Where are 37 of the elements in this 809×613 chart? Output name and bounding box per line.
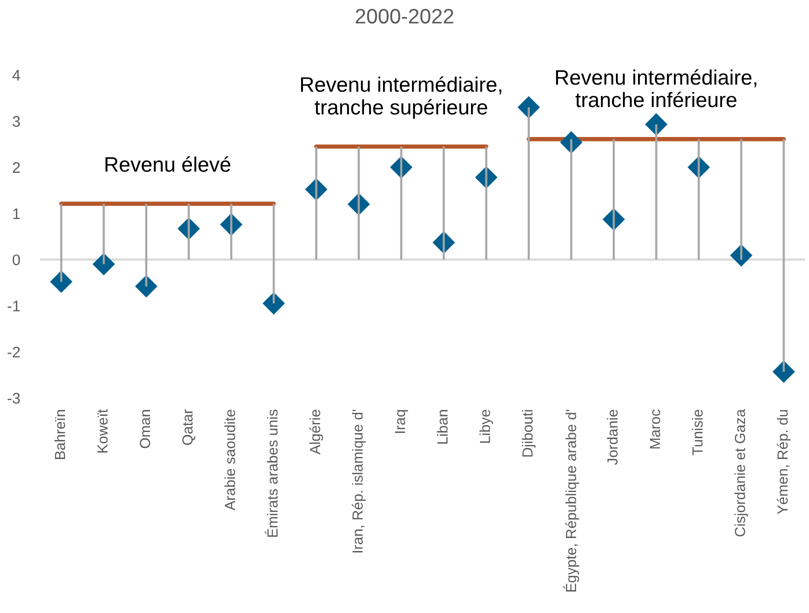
x-tick-label: Égypte, République arabe d': [563, 410, 580, 592]
x-tick-label: Tunisie: [692, 410, 703, 456]
x-tick-label: Cisjordanie et Gaza: [734, 409, 748, 536]
point: [135, 275, 158, 298]
x-tick-label: Yémen, Rép. du: [776, 410, 791, 514]
x-tick-label: Liban: [436, 410, 448, 444]
y-tick-label: 0: [12, 254, 20, 266]
point: [92, 252, 115, 276]
x-tick-label: Koweït: [97, 409, 108, 452]
x-tick-label: Djibouti: [522, 410, 536, 457]
x-tick-label: Iran, Rép. islamique d': [352, 410, 366, 552]
y-tick-label: -1: [8, 300, 20, 312]
x-tick-label: Qatar: [182, 409, 196, 445]
x-tick-label: Libye: [479, 410, 494, 443]
chart-title: 2000-2022: [356, 8, 454, 24]
x-tick-label: Algérie: [309, 410, 324, 454]
x-tick-label: Arabie saoudite: [224, 410, 236, 510]
x-tick-label: Oman: [140, 410, 150, 448]
point: [518, 96, 540, 118]
y-tick-label: 4: [12, 70, 20, 81]
y-tick-label: 3: [12, 116, 20, 127]
series-label: Revenu élevé: [106, 156, 230, 172]
y-tick-label: 2: [12, 162, 20, 173]
x-tick-label: Bahreïn: [54, 410, 66, 459]
x-tick-label: Iraq: [394, 410, 408, 433]
point: [772, 360, 795, 383]
y-tick-label: -2: [8, 346, 20, 358]
y-tick-label: 1: [13, 208, 20, 219]
x-tick-label: Jordanie: [606, 410, 618, 465]
x-tick-label: Maroc: [650, 409, 660, 448]
series-label: Revenu intermédiaire, tranche supérieure: [301, 76, 502, 119]
point: [645, 113, 668, 136]
point: [262, 292, 285, 315]
series-label: Revenu intermédiaire, tranche inférieure: [556, 69, 756, 108]
y-tick-label: -3: [8, 392, 20, 404]
point: [50, 270, 72, 293]
x-tick-label: Émirats arabes unis: [264, 410, 278, 537]
